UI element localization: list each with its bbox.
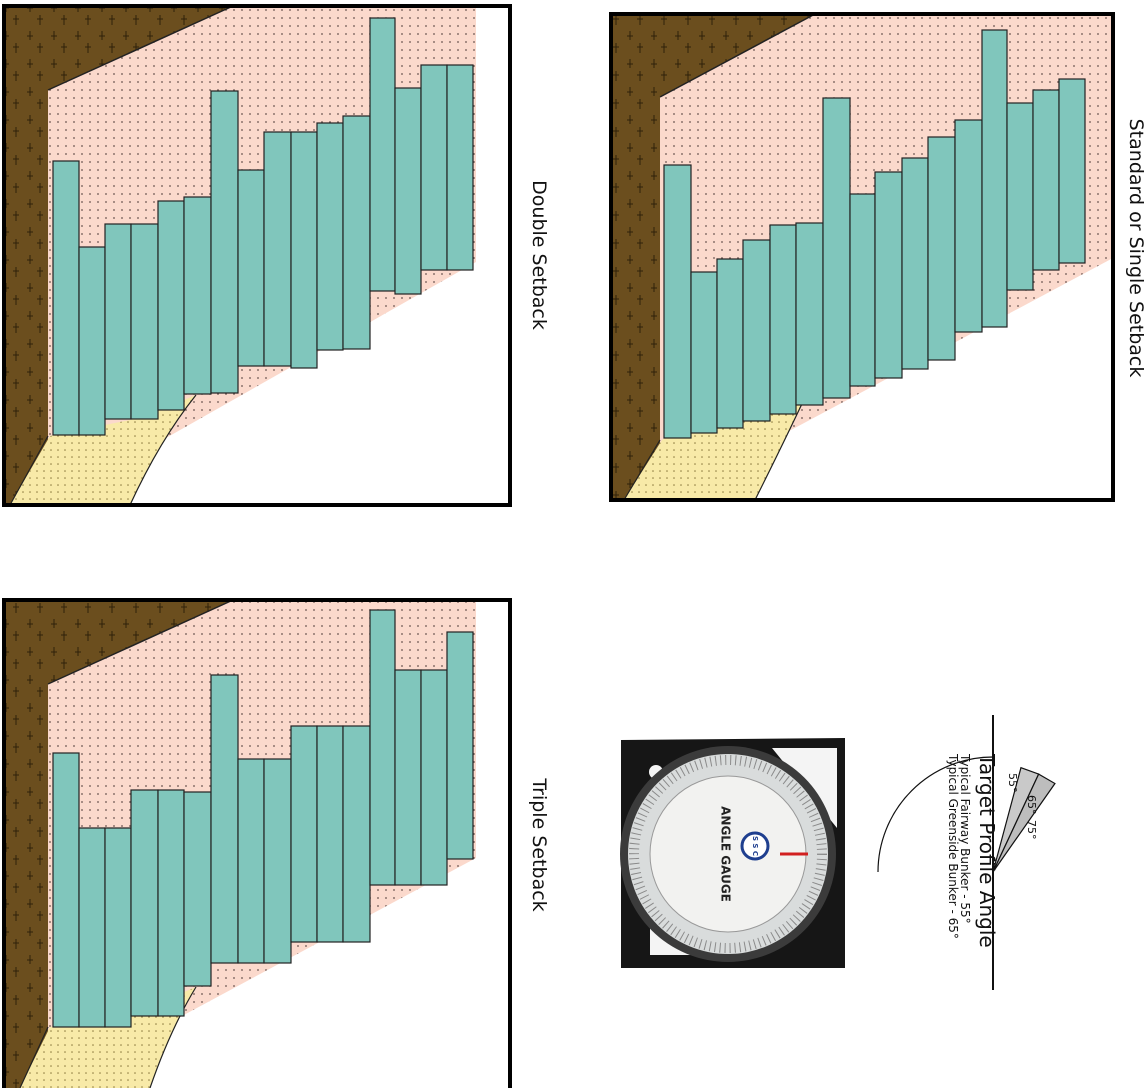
angle-label-55: 55° bbox=[1006, 773, 1019, 793]
greenside-bunker-text: Typical Greenside Bunker - 65° bbox=[946, 753, 960, 939]
angle-label-75: 75° bbox=[1025, 820, 1038, 840]
panel-standard bbox=[611, 14, 1113, 500]
angle-gauge-image: S S C ANGLE GAUGE bbox=[620, 738, 845, 968]
target-profile-diagram: 55° 65° 75° Target Profile Angle Typical… bbox=[878, 715, 1055, 990]
triple-setback-label: Triple Setback bbox=[528, 777, 550, 911]
panel-double bbox=[4, 6, 510, 505]
angle-label-65: 65° bbox=[1025, 795, 1038, 815]
double-setback-label: Double Setback bbox=[528, 180, 550, 330]
standard-setback-label: Standard or Single Setback bbox=[1125, 119, 1147, 378]
target-profile-title: Target Profile Angle bbox=[975, 753, 999, 948]
gauge-face-text: ANGLE GAUGE bbox=[719, 806, 733, 902]
angle-wedges bbox=[993, 768, 1055, 872]
panel-triple bbox=[4, 600, 510, 1088]
gauge-logo-text: S S C bbox=[751, 836, 759, 856]
